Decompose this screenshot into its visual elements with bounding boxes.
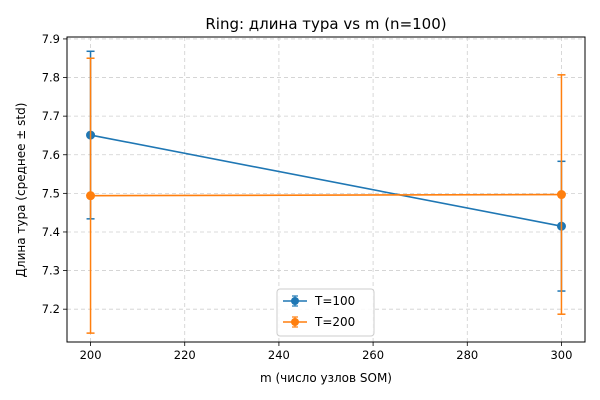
x-tick-label: 260 xyxy=(362,348,384,362)
data-point xyxy=(556,190,566,200)
x-axis-label: m (число узлов SOM) xyxy=(260,371,392,385)
legend: T=100 T=200 xyxy=(276,288,375,337)
y-tick-label: 7.9 xyxy=(42,32,60,46)
chart-title: Ring: длина тура vs m (n=100) xyxy=(205,15,446,33)
legend-entry-T=200: T=200 xyxy=(283,315,355,329)
series-line xyxy=(90,193,562,197)
x-tick-label: 280 xyxy=(456,348,478,362)
y-tick-label: 7.7 xyxy=(42,109,60,123)
x-tick-label: 200 xyxy=(80,348,102,362)
series-layer xyxy=(86,50,566,334)
y-tick-label: 7.8 xyxy=(42,71,60,85)
x-tick-label: 240 xyxy=(268,348,290,362)
ticks: 200 220 240 260 280 300 7.2 7.3 7.4 7.5 7.6 7.7 7.8 7… xyxy=(42,32,573,362)
series-line xyxy=(90,134,562,227)
legend-marker xyxy=(291,318,299,326)
legend-label: T=200 xyxy=(314,315,355,329)
legend-label: T=100 xyxy=(314,294,355,308)
legend-entry-T=100: T=100 xyxy=(283,294,355,308)
data-point xyxy=(86,191,96,201)
x-tick-label: 220 xyxy=(174,348,196,362)
y-tick-label: 7.3 xyxy=(42,264,60,278)
y-tick-label: 7.5 xyxy=(42,186,60,200)
plot-frame xyxy=(66,36,586,343)
y-axis-label: Длина тура (среднее ± std) xyxy=(14,103,28,278)
legend-marker xyxy=(291,297,299,305)
series-T=200 xyxy=(86,57,566,334)
y-tick-label: 7.4 xyxy=(42,225,60,239)
y-tick-label: 7.2 xyxy=(42,302,60,316)
y-tick-label: 7.6 xyxy=(42,148,60,162)
x-tick-label: 300 xyxy=(550,348,572,362)
